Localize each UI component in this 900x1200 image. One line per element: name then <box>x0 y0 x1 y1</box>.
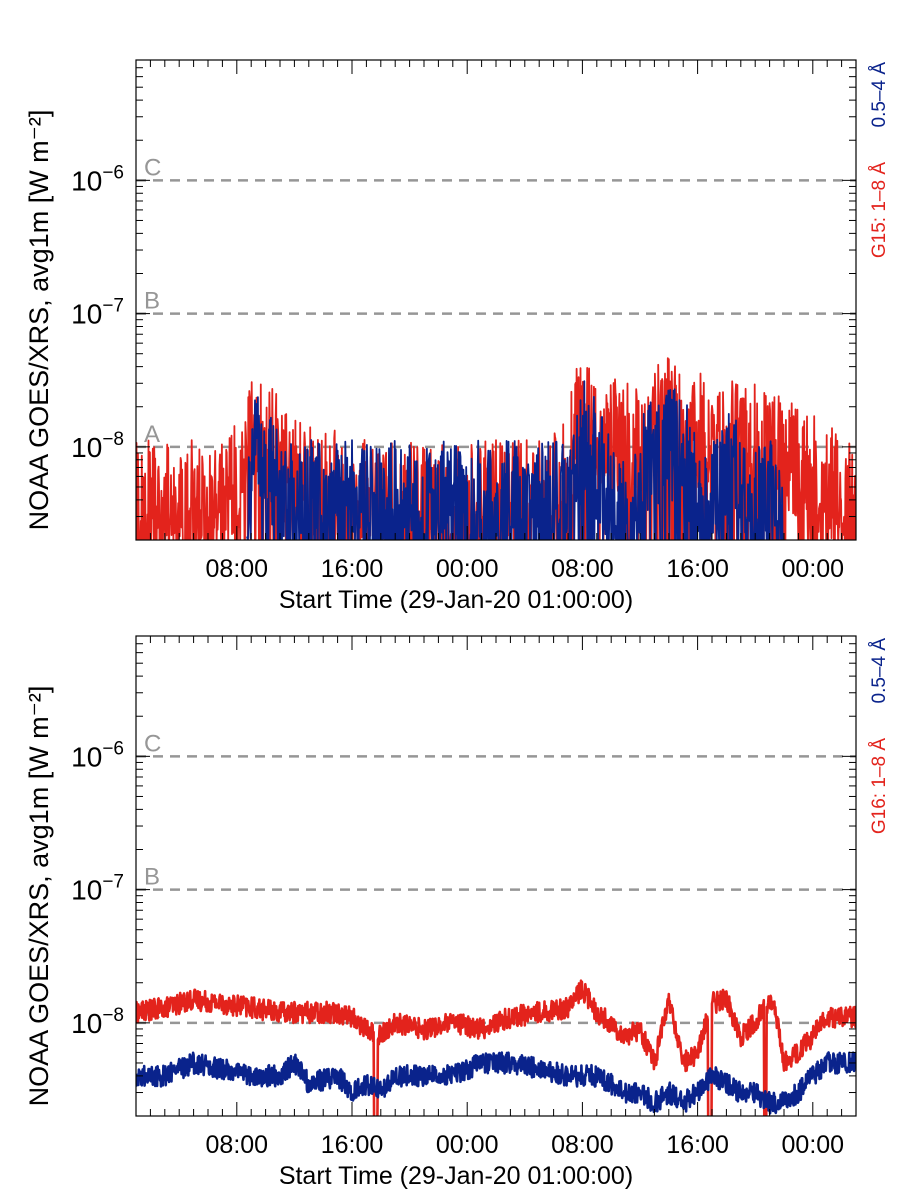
threshold-label-C: C <box>144 730 161 757</box>
y-tick-label: 10−8 <box>71 1005 124 1039</box>
x-axis-label: Start Time (29-Jan-20 01:00:00) <box>279 586 633 614</box>
y-axis-label: NOAA GOES/XRS, avg1m [W m⁻²] <box>24 686 54 1107</box>
x-tick-label: 00:00 <box>782 1131 845 1159</box>
x-axis-label: Start Time (29-Jan-20 01:00:00) <box>279 1162 633 1190</box>
legend-short-label: 0.5–4 Å <box>869 638 890 704</box>
x-tick-label: 08:00 <box>551 555 614 583</box>
threshold-label-A: A <box>144 421 160 448</box>
legend-long-label: G15: 1–8 Å <box>869 162 890 258</box>
x-tick-label: 16:00 <box>321 1131 384 1159</box>
y-tick-label: 10−7 <box>71 296 124 330</box>
threshold-label-C: C <box>144 154 161 181</box>
x-tick-label: 00:00 <box>782 555 845 583</box>
y-tick-label: 10−6 <box>71 738 124 772</box>
x-tick-label: 00:00 <box>436 1131 499 1159</box>
y-axis-label: NOAA GOES/XRS, avg1m [W m⁻²] <box>24 110 54 531</box>
x-tick-label: 16:00 <box>666 1131 729 1159</box>
plot-frame <box>135 635 857 1117</box>
x-tick-label: 08:00 <box>206 1131 269 1159</box>
threshold-label-B: B <box>144 288 160 315</box>
series-line-long <box>136 979 856 1116</box>
y-tick-label: 10−8 <box>71 429 124 463</box>
y-tick-label: 10−6 <box>71 162 124 196</box>
legend-long-label: G16: 1–8 Å <box>869 738 890 834</box>
series-line-short <box>136 1051 856 1115</box>
threshold-label-B: B <box>144 864 160 891</box>
x-tick-label: 16:00 <box>666 555 729 583</box>
series-line-short <box>246 380 784 540</box>
y-tick-label: 10−7 <box>71 872 124 906</box>
x-tick-label: 08:00 <box>551 1131 614 1159</box>
x-tick-label: 16:00 <box>321 555 384 583</box>
chart-panel-1: C B A 10−6 10−7 10−8 08:00 16:00 00:00 08:00 16:00… <box>24 59 890 614</box>
x-tick-label: 08:00 <box>206 555 269 583</box>
series-line-long <box>136 357 856 540</box>
x-tick-label: 00:00 <box>436 555 499 583</box>
legend-short-label: 0.5–4 Å <box>869 62 890 128</box>
